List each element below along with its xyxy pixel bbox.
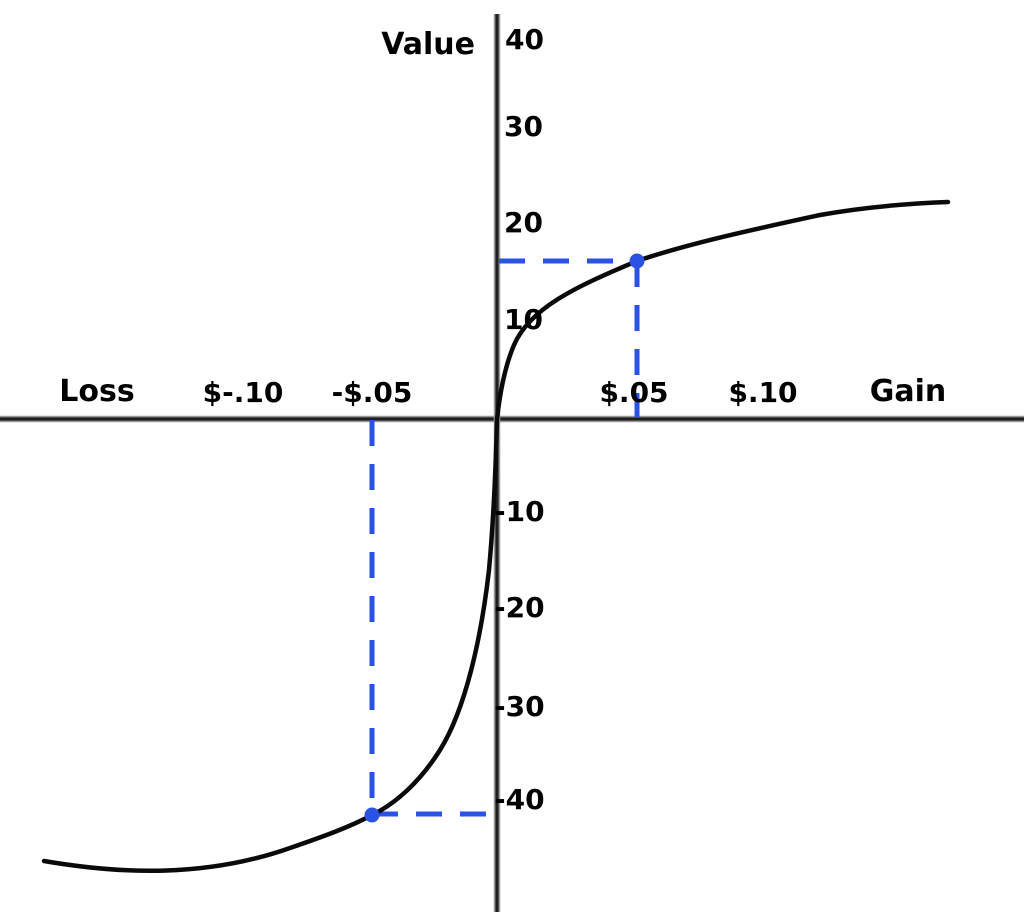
y-tick-minus-20: -20 bbox=[494, 591, 545, 624]
y-tick-30: 30 bbox=[504, 110, 543, 143]
x-tick-plus-10-cents: $.10 bbox=[728, 376, 798, 409]
loss-data-point bbox=[364, 807, 380, 823]
y-tick-20: 20 bbox=[504, 206, 543, 239]
y-tick-minus-30: -30 bbox=[494, 690, 545, 723]
x-axis-loss-label: Loss bbox=[59, 374, 135, 409]
y-tick-10: 10 bbox=[504, 303, 543, 336]
x-tick-minus-5-cents: -$.05 bbox=[331, 376, 413, 409]
x-axis-gain-label: Gain bbox=[869, 374, 947, 409]
x-tick-plus-5-cents: $.05 bbox=[599, 376, 669, 409]
x-tick-minus-10-cents: $-.10 bbox=[202, 376, 284, 409]
y-tick-minus-40: -40 bbox=[494, 783, 545, 816]
y-tick-40: 40 bbox=[505, 23, 544, 56]
y-axis-title: Value bbox=[381, 27, 475, 62]
y-tick-minus-10: -10 bbox=[494, 495, 545, 528]
value-function-curve bbox=[41, 199, 951, 874]
gain-data-point bbox=[629, 253, 645, 269]
